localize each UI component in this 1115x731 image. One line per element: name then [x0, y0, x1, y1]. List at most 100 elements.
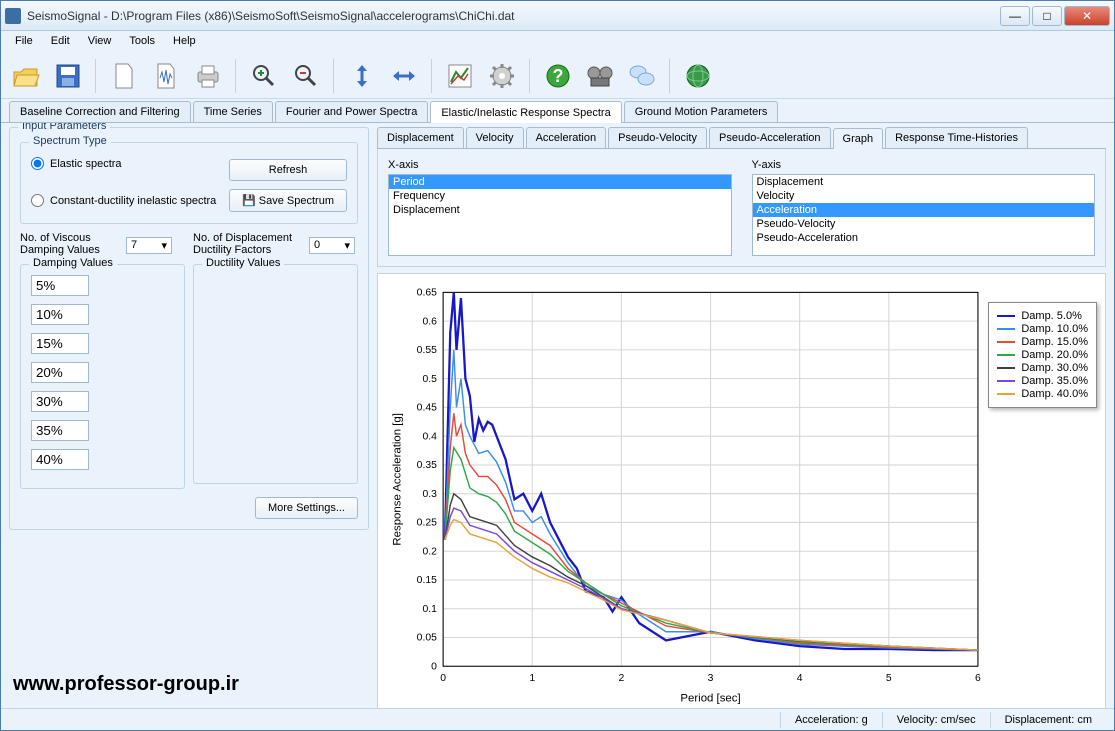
sub-tab[interactable]: Response Time-Histories — [885, 127, 1028, 148]
sub-tab[interactable]: Pseudo-Velocity — [608, 127, 707, 148]
damping-input[interactable] — [31, 275, 89, 296]
new-page-icon[interactable] — [105, 57, 143, 95]
status-vel: Velocity: cm/sec — [882, 712, 990, 728]
damping-input[interactable] — [31, 449, 89, 470]
axis-item[interactable]: Displacement — [389, 203, 731, 217]
refresh-button[interactable]: Refresh — [229, 159, 347, 181]
waveform-page-icon[interactable] — [147, 57, 185, 95]
settings-icon[interactable] — [483, 57, 521, 95]
chart-icon[interactable] — [441, 57, 479, 95]
video-icon[interactable] — [581, 57, 619, 95]
sub-tab[interactable]: Acceleration — [526, 127, 607, 148]
svg-text:4: 4 — [797, 673, 803, 684]
damping-input[interactable] — [31, 304, 89, 325]
viscous-label: No. of Viscous Damping Values — [20, 232, 120, 256]
more-settings-button[interactable]: More Settings... — [255, 497, 358, 519]
menu-edit[interactable]: Edit — [43, 33, 78, 51]
legend-item: Damp. 5.0% — [997, 310, 1088, 322]
xaxis-label: X-axis — [388, 159, 732, 171]
save-icon[interactable] — [49, 57, 87, 95]
xaxis-list[interactable]: PeriodFrequencyDisplacement — [388, 174, 732, 256]
svg-text:0.4: 0.4 — [422, 431, 437, 442]
damping-input[interactable] — [31, 420, 89, 441]
app-icon — [5, 8, 21, 24]
svg-text:0: 0 — [440, 673, 446, 684]
help-icon[interactable]: ? — [539, 57, 577, 95]
main-tab[interactable]: Baseline Correction and Filtering — [9, 101, 191, 122]
status-accel: Acceleration: g — [780, 712, 882, 728]
svg-text:Period [sec]: Period [sec] — [680, 693, 740, 705]
axis-item[interactable]: Acceleration — [753, 203, 1095, 217]
main-tab[interactable]: Elastic/Inelastic Response Spectra — [430, 101, 621, 123]
damping-input[interactable] — [31, 391, 89, 412]
main-tab[interactable]: Fourier and Power Spectra — [275, 101, 428, 122]
sub-tab[interactable]: Graph — [833, 128, 884, 149]
svg-text:0.25: 0.25 — [417, 518, 437, 529]
titlebar: SeismoSignal - D:\Program Files (x86)\Se… — [1, 1, 1114, 31]
svg-text:0.45: 0.45 — [417, 403, 437, 414]
ductility-title: Ductility Values — [202, 257, 284, 269]
spectrum-type-title: Spectrum Type — [29, 135, 111, 147]
chart-area: 012345600.050.10.150.20.250.30.350.40.45… — [377, 273, 1106, 708]
ductility-label: No. of Displacement Ductility Factors — [193, 232, 303, 256]
svg-text:0.1: 0.1 — [422, 604, 437, 615]
main-tabs: Baseline Correction and FilteringTime Se… — [1, 99, 1114, 123]
main-tab[interactable]: Ground Motion Parameters — [624, 101, 779, 122]
svg-text:0.35: 0.35 — [417, 460, 437, 471]
sub-tabs: DisplacementVelocityAccelerationPseudo-V… — [377, 127, 1106, 149]
open-icon[interactable] — [7, 57, 45, 95]
sub-tab[interactable]: Displacement — [377, 127, 464, 148]
print-icon[interactable] — [189, 57, 227, 95]
axis-item[interactable]: Displacement — [753, 175, 1095, 189]
response-spectrum-chart: 012345600.050.10.150.20.250.30.350.40.45… — [386, 282, 988, 708]
globe-icon[interactable] — [679, 57, 717, 95]
axis-item[interactable]: Frequency — [389, 189, 731, 203]
yaxis-list[interactable]: DisplacementVelocityAccelerationPseudo-V… — [752, 174, 1096, 256]
chevron-down-icon: ▾ — [161, 239, 167, 252]
elastic-radio[interactable]: Elastic spectra — [31, 157, 217, 170]
legend-item: Damp. 40.0% — [997, 388, 1088, 400]
toolbar: ? — [1, 53, 1114, 99]
axis-item[interactable]: Velocity — [753, 189, 1095, 203]
svg-text:0.2: 0.2 — [422, 546, 437, 557]
app-window: SeismoSignal - D:\Program Files (x86)\Se… — [0, 0, 1115, 731]
legend-item: Damp. 35.0% — [997, 375, 1088, 387]
vertical-arrows-icon[interactable] — [343, 57, 381, 95]
damping-input[interactable] — [31, 333, 89, 354]
sub-tab[interactable]: Velocity — [466, 127, 524, 148]
menu-file[interactable]: File — [7, 33, 41, 51]
legend-item: Damp. 30.0% — [997, 362, 1088, 374]
ductility-select[interactable]: 0▾ — [309, 237, 355, 254]
main-tab[interactable]: Time Series — [193, 101, 273, 122]
axis-item[interactable]: Pseudo-Acceleration — [753, 231, 1095, 245]
menu-tools[interactable]: Tools — [121, 33, 163, 51]
zoom-out-icon[interactable] — [287, 57, 325, 95]
sub-tab[interactable]: Pseudo-Acceleration — [709, 127, 831, 148]
yaxis-label: Y-axis — [752, 159, 1096, 171]
minimize-button[interactable]: — — [1000, 6, 1030, 26]
menu-view[interactable]: View — [80, 33, 120, 51]
left-panel: Input Parameters Spectrum Type Elastic s… — [9, 127, 369, 704]
axis-panel: X-axis PeriodFrequencyDisplacement Y-axi… — [377, 149, 1106, 267]
svg-text:0: 0 — [431, 661, 437, 672]
axis-item[interactable]: Period — [389, 175, 731, 189]
axis-item[interactable]: Pseudo-Velocity — [753, 217, 1095, 231]
maximize-button[interactable]: □ — [1032, 6, 1062, 26]
horizontal-arrows-icon[interactable] — [385, 57, 423, 95]
save-spectrum-button[interactable]: 💾 Save Spectrum — [229, 189, 347, 212]
svg-text:0.65: 0.65 — [417, 288, 437, 299]
status-disp: Displacement: cm — [990, 712, 1106, 728]
menu-help[interactable]: Help — [165, 33, 204, 51]
zoom-in-icon[interactable] — [245, 57, 283, 95]
svg-text:0.5: 0.5 — [422, 374, 437, 385]
close-button[interactable]: ✕ — [1064, 6, 1110, 26]
svg-text:1: 1 — [529, 673, 535, 684]
svg-text:0.55: 0.55 — [417, 345, 437, 356]
damping-input[interactable] — [31, 362, 89, 383]
inelastic-radio[interactable]: Constant-ductility inelastic spectra — [31, 194, 217, 207]
svg-text:0.6: 0.6 — [422, 316, 437, 327]
chat-icon[interactable] — [623, 57, 661, 95]
viscous-select[interactable]: 7▾ — [126, 237, 172, 254]
svg-text:?: ? — [553, 66, 564, 86]
legend-item: Damp. 15.0% — [997, 336, 1088, 348]
